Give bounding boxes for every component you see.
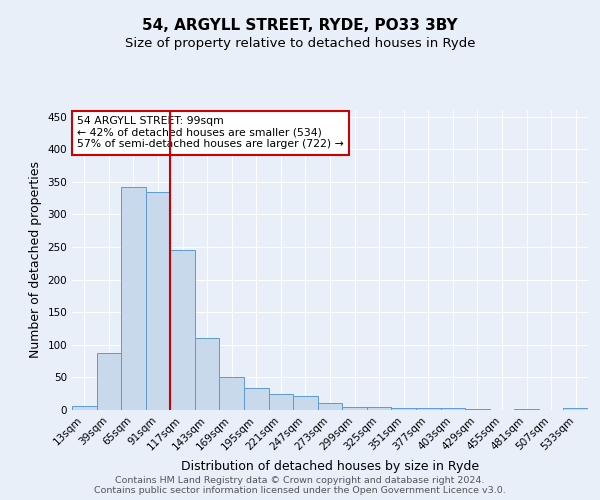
Bar [244, 388, 269, 410]
Text: 54, ARGYLL STREET, RYDE, PO33 3BY: 54, ARGYLL STREET, RYDE, PO33 3BY [142, 18, 458, 32]
Bar [318, 404, 342, 410]
Text: 54 ARGYLL STREET: 99sqm
← 42% of detached houses are smaller (534)
57% of semi-d: 54 ARGYLL STREET: 99sqm ← 42% of detache… [77, 116, 344, 149]
Bar [342, 406, 367, 410]
Bar [416, 408, 440, 410]
Bar [170, 250, 195, 410]
Bar [72, 406, 97, 410]
Bar [121, 187, 146, 410]
Text: Contains HM Land Registry data © Crown copyright and database right 2024.
Contai: Contains HM Land Registry data © Crown c… [94, 476, 506, 495]
Y-axis label: Number of detached properties: Number of detached properties [29, 162, 42, 358]
Bar [293, 396, 318, 410]
Text: Size of property relative to detached houses in Ryde: Size of property relative to detached ho… [125, 38, 475, 51]
Bar [440, 408, 465, 410]
Bar [146, 192, 170, 410]
X-axis label: Distribution of detached houses by size in Ryde: Distribution of detached houses by size … [181, 460, 479, 473]
Bar [195, 338, 220, 410]
Bar [367, 408, 391, 410]
Bar [563, 408, 588, 410]
Bar [97, 352, 121, 410]
Bar [220, 378, 244, 410]
Bar [269, 394, 293, 410]
Bar [391, 408, 416, 410]
